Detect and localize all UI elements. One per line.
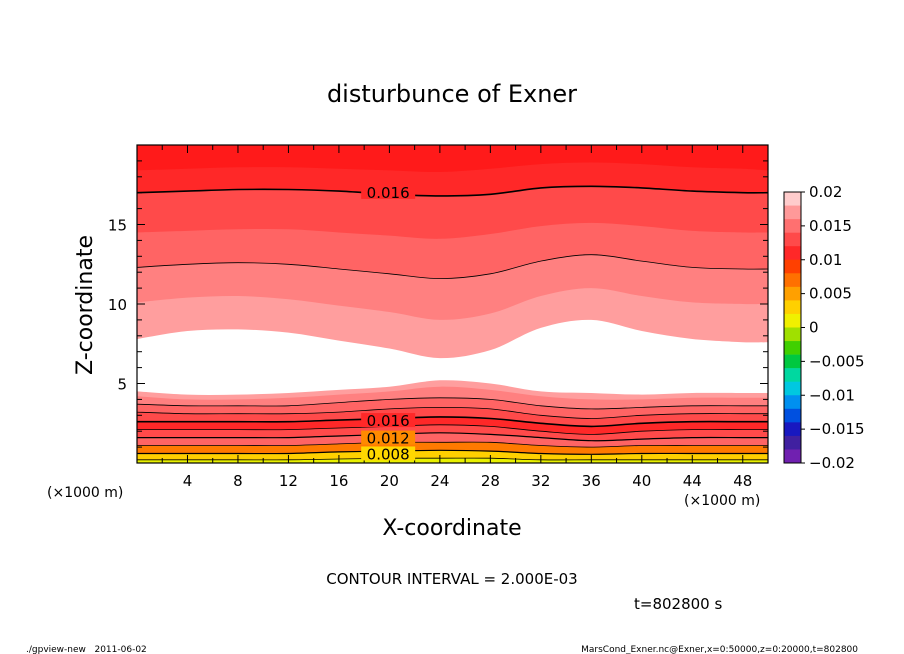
footer-right: MarsCond_Exner.nc@Exner,x=0:50000,z=0:20… <box>581 645 858 654</box>
colorbar-segment <box>784 395 801 410</box>
colorbar-segment <box>784 381 801 396</box>
contour-label-bg <box>361 413 416 428</box>
colorbar-label: 0.005 <box>809 285 852 303</box>
x-tick-label: 32 <box>531 472 550 490</box>
colorbar-segment <box>784 327 801 342</box>
colorbar-segment <box>784 286 801 301</box>
colorbar-segment <box>784 246 801 261</box>
x-tick-label: 28 <box>481 472 500 490</box>
x-unit-right: (×1000 m) <box>684 493 760 509</box>
footer-left: ./gpview-new 2011-06-02 <box>26 645 147 654</box>
x-tick-label: 40 <box>632 472 651 490</box>
contour-label: 0.012 <box>367 430 410 448</box>
contour-label-bg <box>361 430 416 445</box>
contour-line-z_0014c <box>137 424 768 435</box>
colorbar-segment <box>784 313 801 328</box>
time-text: t=802800 s <box>634 595 722 613</box>
contour-label: 0.016 <box>367 184 410 202</box>
colorbar-label: 0.02 <box>809 183 842 201</box>
x-tick-label: 48 <box>733 472 752 490</box>
colorbar-segment <box>784 408 801 423</box>
colorbar-label: −0.015 <box>809 420 865 438</box>
contour-line-z_0016b <box>137 416 768 428</box>
x-tick-label: 12 <box>279 472 298 490</box>
contour-line-z_0012 <box>137 254 768 280</box>
contour-label: 0.016 <box>367 412 410 430</box>
band-low-lt-0006 <box>137 458 768 463</box>
y-axis-label: Z-coordinate <box>73 235 98 375</box>
x-axis-label: X-coordinate <box>382 516 521 541</box>
x-tick-label: 36 <box>582 472 601 490</box>
colorbar-segment <box>784 192 801 206</box>
colorbar-segment <box>784 368 801 382</box>
x-tick-label: 4 <box>183 472 193 490</box>
colorbar-segment <box>784 300 801 315</box>
x-tick-label: 8 <box>233 472 243 490</box>
colorbar-segment <box>784 232 801 247</box>
colorbar-label: −0.02 <box>809 454 855 472</box>
colorbar-segment <box>784 422 801 437</box>
contour-line-z_0010c <box>137 441 768 448</box>
contour-label: 0.008 <box>367 445 410 463</box>
colorbar-label: −0.01 <box>809 386 855 404</box>
contour-line-z_0008c <box>137 449 768 455</box>
colorbar: 0.02 0.015 0.01 0.005 0 −0.005 −0.01 −0.015 −0.0… <box>783 183 865 472</box>
x-tick-label: 24 <box>430 472 449 490</box>
x-unit-left: (×1000 m) <box>47 485 123 501</box>
contour-line-z_0014b <box>137 406 768 419</box>
colorbar-label: 0 <box>809 319 819 337</box>
contour-interval-text: CONTOUR INTERVAL = 2.000E-03 <box>326 570 577 588</box>
colorbar-segment <box>784 435 801 450</box>
contour-label-bg <box>361 184 416 199</box>
colorbar-segment <box>784 341 801 355</box>
colorbar-label: −0.005 <box>809 352 865 370</box>
colorbar-segment <box>784 259 801 274</box>
colorbar-segment <box>784 449 801 464</box>
colorbar-segment <box>784 205 801 220</box>
y-tick-label: 5 <box>117 376 127 394</box>
chart-title: disturbunce of Exner <box>327 80 577 108</box>
contour-label-bg <box>361 446 416 461</box>
contour-line-z_0012c <box>137 432 768 442</box>
x-tick-label: 20 <box>380 472 399 490</box>
colorbar-label: 0.015 <box>809 217 852 235</box>
contour-line-z_0012b <box>137 397 768 410</box>
x-tick-label: 44 <box>683 472 702 490</box>
x-axis: 4 8 12 16 20 24 28 32 36 40 44 48 <box>161 145 769 490</box>
colorbar-segment <box>784 273 801 288</box>
x-tick-label: 16 <box>329 472 348 490</box>
colorbar-segment <box>784 354 801 369</box>
plot-area <box>137 145 768 463</box>
y-tick-label: 15 <box>108 217 127 235</box>
contour-line-z_0016 <box>137 185 768 197</box>
y-axis: 5 10 15 <box>108 160 768 448</box>
y-tick-label: 10 <box>108 296 127 314</box>
colorbar-segment <box>784 219 801 233</box>
colorbar-label: 0.01 <box>809 251 842 269</box>
